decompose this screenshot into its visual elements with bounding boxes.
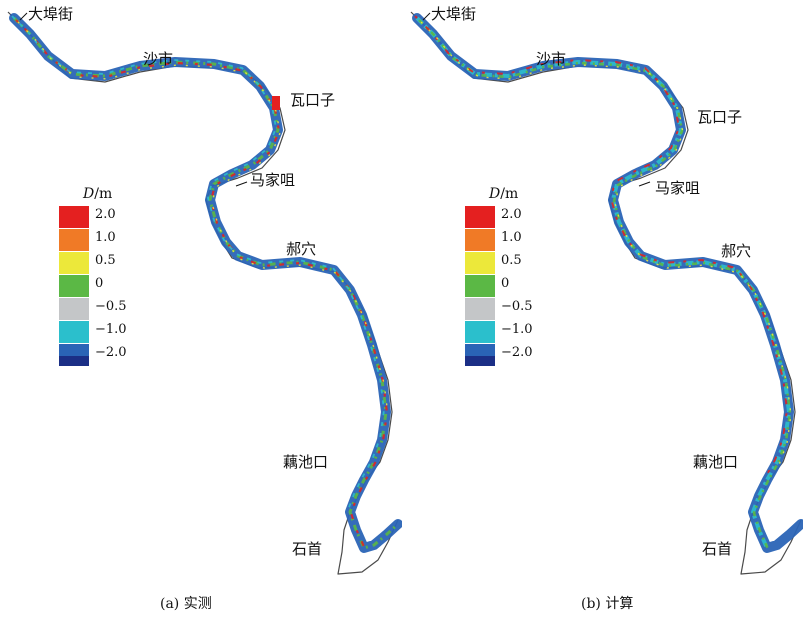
caption-computed: (b) 计算 bbox=[581, 596, 634, 612]
river-channel bbox=[410, 11, 803, 575]
legend-tick: 2.0 bbox=[95, 207, 116, 222]
legend-tick: 0 bbox=[95, 276, 104, 291]
legend-swatch-05 bbox=[465, 252, 495, 274]
place-label-ouchikou: 藕池口 bbox=[283, 453, 329, 471]
place-label-haoxue: 郝穴 bbox=[721, 242, 752, 260]
legend-swatch-bottom bbox=[59, 356, 89, 366]
legend-swatch-2 bbox=[465, 206, 495, 228]
legend-tick: −0.5 bbox=[95, 299, 127, 314]
depth-change-legend: D/m 2.0 1.0 0.5 0 −0.5 −1.0 −2.0 bbox=[465, 186, 575, 371]
place-label-dabujie: 大埠街 bbox=[431, 5, 477, 23]
place-label-shishou: 石首 bbox=[702, 540, 733, 558]
river-channel bbox=[7, 11, 402, 575]
legend-swatch-0 bbox=[465, 275, 495, 297]
caption-measured: (a) 实测 bbox=[160, 596, 212, 612]
place-label-wakouzi: 瓦口子 bbox=[697, 108, 743, 126]
legend-tick: 0.5 bbox=[501, 253, 522, 268]
depth-change-legend: D/m 2.0 1.0 0.5 0 −0.5 −1.0 −2.0 bbox=[59, 186, 169, 371]
legend-tick: −2.0 bbox=[501, 345, 533, 360]
river-map-computed bbox=[410, 11, 803, 575]
place-label-majiazui: 马家咀 bbox=[250, 171, 296, 189]
legend-tick: 0 bbox=[501, 276, 510, 291]
legend-title: D/m bbox=[83, 186, 113, 202]
legend-swatch-0 bbox=[59, 275, 89, 297]
place-label-haoxue: 郝穴 bbox=[286, 240, 317, 258]
place-label-shashi: 沙市 bbox=[143, 50, 174, 68]
legend-swatch-m1 bbox=[59, 321, 89, 343]
legend-swatch-m05 bbox=[465, 298, 495, 320]
legend-swatch-05 bbox=[59, 252, 89, 274]
river-map-measured bbox=[7, 11, 402, 575]
legend-swatch-m05 bbox=[59, 298, 89, 320]
legend-tick: −2.0 bbox=[95, 345, 127, 360]
panel-computed: 大埠街 沙市 瓦口子 马家咀 郝穴 藕池口 石首 D/m 2.0 1.0 0.5… bbox=[403, 0, 803, 617]
legend-swatch-bottom bbox=[465, 356, 495, 366]
place-markers bbox=[422, 12, 651, 187]
panel-measured: 大埠街 沙市 瓦口子 马家咀 郝穴 藕池口 石首 D/m 2.0 1.0 0.5… bbox=[7, 5, 402, 612]
place-label-shashi: 沙市 bbox=[536, 50, 567, 68]
legend-tick: −1.0 bbox=[95, 322, 127, 337]
place-label-dabujie: 大埠街 bbox=[28, 5, 74, 23]
legend-swatch-1 bbox=[465, 229, 495, 251]
legend-swatch-m1 bbox=[465, 321, 495, 343]
place-markers bbox=[19, 12, 248, 187]
legend-title: D/m bbox=[489, 186, 519, 202]
legend-tick: 0.5 bbox=[95, 253, 116, 268]
place-label-ouchikou: 藕池口 bbox=[693, 453, 739, 471]
place-label-wakouzi: 瓦口子 bbox=[290, 91, 336, 109]
legend-tick: 1.0 bbox=[95, 230, 116, 245]
legend-tick: 2.0 bbox=[501, 207, 522, 222]
legend-swatch-2 bbox=[59, 206, 89, 228]
legend-tick: −1.0 bbox=[501, 322, 533, 337]
legend-swatch-1 bbox=[59, 229, 89, 251]
place-label-majiazui: 马家咀 bbox=[655, 179, 701, 197]
legend-tick: 1.0 bbox=[501, 230, 522, 245]
place-label-shishou: 石首 bbox=[292, 540, 323, 558]
legend-tick: −0.5 bbox=[501, 299, 533, 314]
